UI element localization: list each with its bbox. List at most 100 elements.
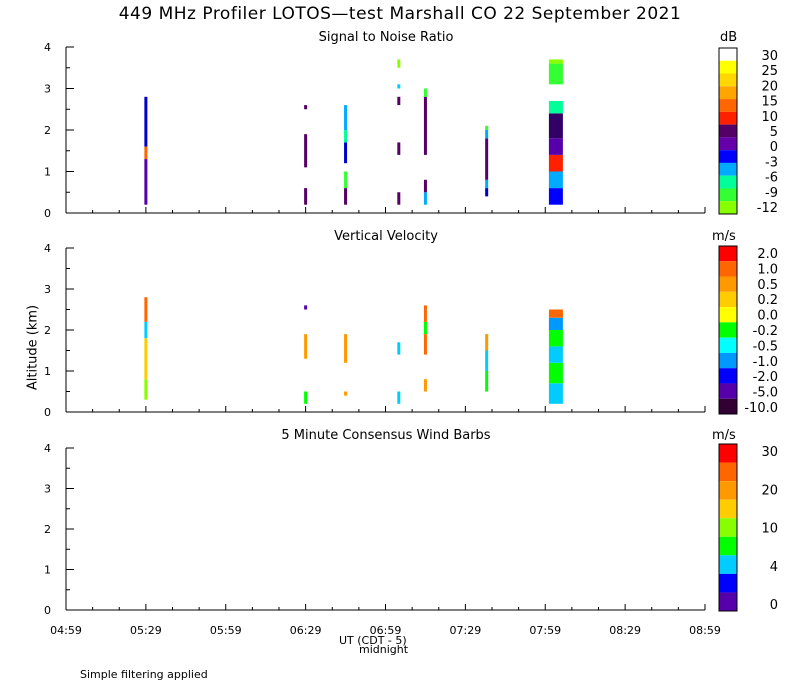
colorbar-cell [719,73,737,87]
data-cell-p0-c4-s2 [423,96,427,155]
colorbar-cell [719,573,737,593]
x-tick-label: 07:59 [529,624,561,637]
y-tick-label: 1 [44,365,51,378]
colorbar-cell [719,592,737,611]
x-tick-label: 04:59 [50,624,82,637]
colorbar-label: -0.2 [753,324,778,339]
colorbar-label: 5 [770,125,778,140]
colorbar-label: 2.0 [757,247,778,262]
data-cell-p1-c1-s1 [304,334,308,359]
data-cell-p1-c0-s0 [144,379,148,400]
data-cell-p0-c0-s1 [144,146,148,160]
data-cell-p0-c3-s4 [397,59,401,68]
x-tick-label: 08:29 [609,624,641,637]
data-cell-p0-c6-s5 [548,100,563,114]
y-tick-label: 2 [44,324,51,337]
data-cell-p1-c6-s3 [548,330,563,347]
colorbar-label: 0 [770,598,778,613]
data-cell-p1-c5-s1 [485,350,489,371]
data-cell-p0-c4-s3 [423,88,427,97]
data-cell-p0-c5-s4 [485,125,489,130]
colorbar-cell [719,352,737,369]
data-cell-p1-c3-s0 [397,391,401,404]
colorbar-frame [718,443,738,612]
data-cell-p1-c6-s1 [548,362,563,384]
colorbar-label: 20 [761,483,778,498]
data-cell-p1-c2-s0 [344,391,348,396]
y-tick-label: 1 [44,564,51,577]
data-cell-p1-c4-s3 [423,305,427,322]
colorbar-cell [719,462,737,482]
data-cell-p1-c4-s0 [423,379,427,392]
midnight-note: midnight [359,643,409,656]
data-cell-p0-c6-s0 [548,188,563,205]
data-cell-p0-c0-s2 [144,96,148,147]
data-cell-p0-c6-s2 [548,154,563,172]
snr-unit-label: dB [720,30,738,45]
data-cell-p0-c1-s0 [304,188,308,205]
colorbar-cell [719,261,737,277]
data-cell-p1-c5-s2 [485,334,489,351]
wind-unit-label: m/s [712,428,736,443]
y-tick-label: 0 [44,604,51,617]
data-cell-p0-c0-s0 [144,159,148,205]
data-cell-p0-c6-s6 [548,63,563,85]
y-tick-label: 3 [44,283,51,296]
colorbar-label: -2.0 [753,370,778,385]
colorbar-cell [719,536,737,556]
data-cell-p1-c6-s2 [548,346,563,363]
y-tick-label: 3 [44,483,51,496]
data-cell-p0-c2-s3 [344,130,348,143]
data-cell-p1-c1-s2 [304,305,308,310]
colorbar-cell [719,86,737,100]
colorbar-label: -9 [765,186,778,201]
colorbar-cell [719,555,737,574]
colorbar-label: 0.2 [757,293,778,308]
data-cell-p0-c1-s1 [304,134,308,168]
data-cell-p0-c3-s1 [397,142,401,155]
colorbar-cell [719,518,737,537]
data-cell-p0-c4-s1 [423,179,427,193]
data-cell-p1-c6-s4 [548,317,563,330]
data-cell-p1-c3-s1 [397,342,401,355]
y-tick-label: 3 [44,83,51,96]
colorbar-label: -10.0 [744,401,778,416]
data-cell-p0-c5-s3 [485,130,489,139]
x-tick-label: 07:29 [450,624,482,637]
data-cell-p1-c6-s0 [548,383,563,404]
data-cell-p0-c2-s2 [344,142,348,164]
colorbar-cell [719,322,737,338]
colorbar-cell [719,307,737,323]
colorbar-label: -1.0 [753,355,778,370]
snr-panel-title: Signal to Noise Ratio [318,30,454,45]
colorbar-cell [719,368,737,384]
data-cell-p0-c5-s1 [485,179,489,189]
data-cell-p1-c5-s0 [485,371,489,392]
colorbar-cell [719,137,737,151]
x-axis-label: UT (CDT - 5) [339,634,407,647]
data-cell-p0-c2-s4 [344,105,348,130]
x-tick-label: 06:29 [290,624,322,637]
data-cell-p0-c6-s7 [548,59,563,64]
y-tick-label: 2 [44,124,51,137]
vv-unit-label: m/s [712,229,736,244]
y-tick-label: 4 [44,41,51,54]
data-cell-p0-c3-s3 [397,84,401,89]
y-tick-label: 4 [44,442,51,455]
data-cell-p0-c6-s4 [548,113,563,139]
data-cell-p0-c2-s1 [344,171,348,189]
data-cell-p0-c6-s1 [548,171,563,189]
colorbar-label: 0.5 [757,278,778,293]
vv-panel-title: Vertical Velocity [334,229,438,244]
colorbar-label: 25 [761,64,778,79]
colorbar-label: 30 [761,49,778,64]
colorbar-cell [719,48,737,61]
colorbar-cell [719,291,737,308]
data-cell-p1-c4-s1 [423,334,427,355]
wind-panel-title: 5 Minute Consensus Wind Barbs [281,428,491,443]
panel-1: 2.01.00.50.20.0-0.2-0.5-1.0-2.0-5.0-10.0 [65,245,778,416]
colorbar-cell [719,337,737,353]
colorbar-label: -12 [757,201,778,216]
data-cell-p0-c3-s2 [397,96,401,106]
colorbar-cell [719,398,737,414]
